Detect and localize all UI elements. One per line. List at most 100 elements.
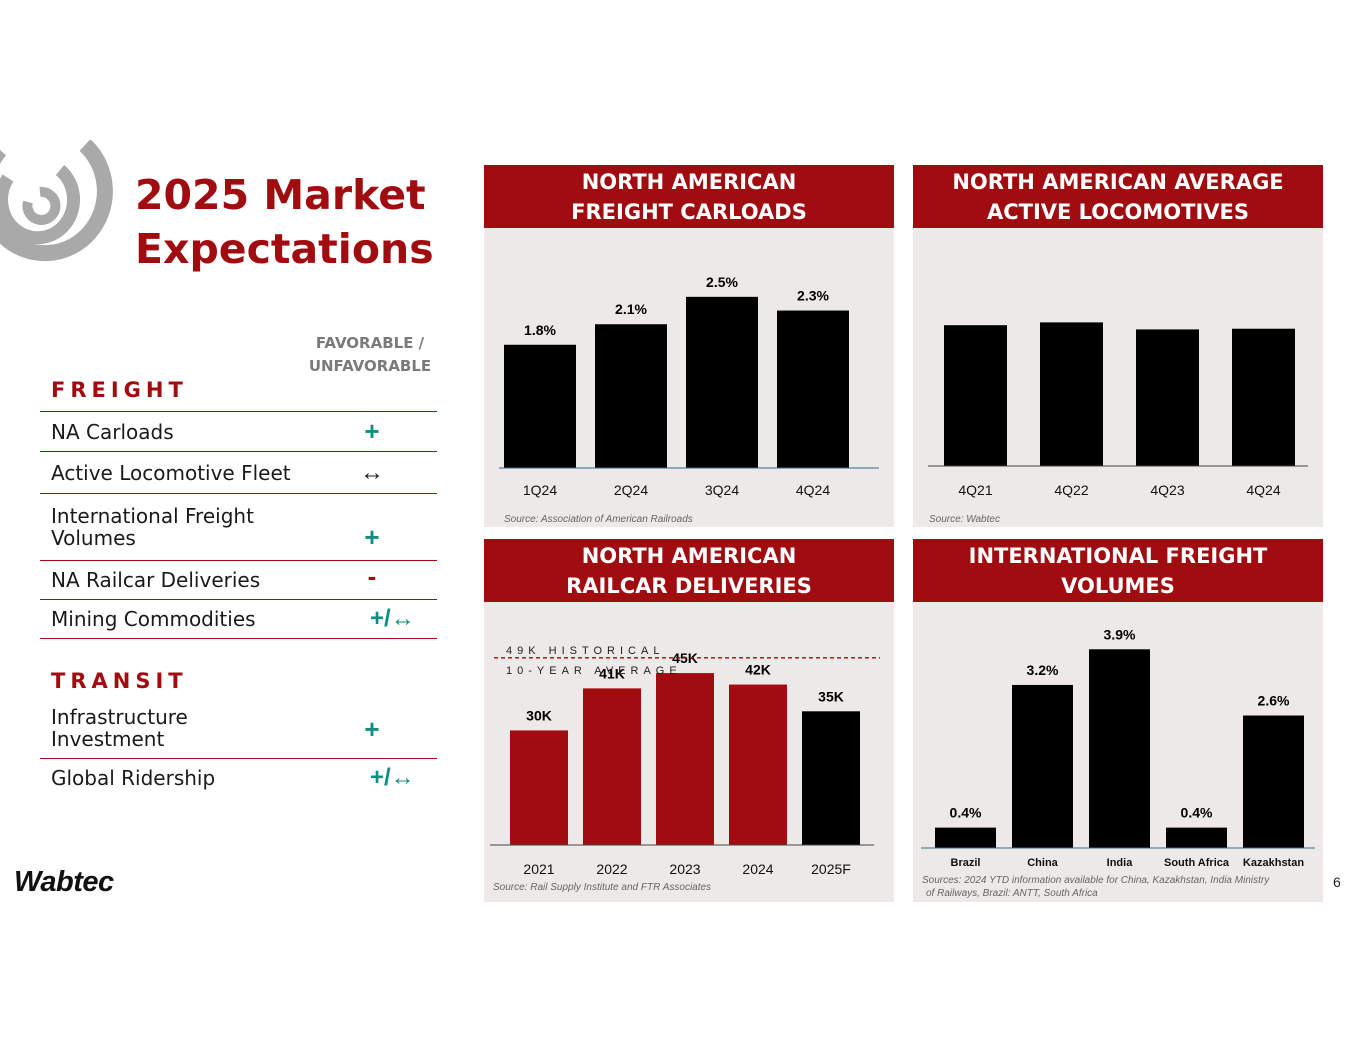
tick-label: 4Q24	[1246, 482, 1280, 498]
row-label: Global Ridership	[51, 765, 216, 790]
international-panel: INTERNATIONAL FREIGHT VOLUMES 0.4% Brazil 3…	[913, 539, 1323, 902]
title-line-2: Expectations	[135, 225, 434, 273]
bar	[729, 684, 787, 845]
data-label: 41K	[599, 665, 625, 681]
page-number: 6	[1333, 874, 1341, 890]
row-indicator: +	[340, 416, 404, 447]
tick-label: South Africa	[1164, 857, 1230, 869]
row-indicator: +	[340, 714, 404, 745]
carloads-source: Source: Association of American Railroad…	[504, 514, 693, 525]
bar	[504, 344, 576, 468]
title-line-1: 2025 Market	[135, 171, 426, 219]
unfavorable-minus: -	[367, 561, 377, 591]
carloads-panel-title: NORTH AMERICAN FREIGHT CARLOADS	[484, 165, 894, 228]
row-label: Infrastructure Investment	[51, 705, 188, 751]
data-label: 1.8%	[524, 322, 556, 338]
railcars-panel: NORTH AMERICAN RAILCAR DELIVERIES 30K 2021…	[484, 539, 894, 902]
international-source: Sources: 2024 YTD information available …	[922, 874, 1269, 900]
international-source-line-1: Sources: 2024 YTD information available …	[922, 875, 1270, 886]
international-title-line-1: INTERNATIONAL FREIGHT	[968, 543, 1268, 568]
locomotives-panel: NORTH AMERICAN AVERAGE ACTIVE LOCOMOTIVES…	[913, 165, 1323, 527]
transit-row: Global Ridership +/↔	[40, 758, 437, 796]
bar	[686, 296, 758, 468]
bar	[1136, 329, 1199, 466]
data-label: 30K	[526, 707, 552, 723]
railcars-source: Source: Rail Supply Institute and FTR As…	[493, 882, 712, 893]
data-label: 35K	[818, 688, 844, 704]
favorable-plus: +	[364, 416, 380, 446]
railcars-panel-title: NORTH AMERICAN RAILCAR DELIVERIES	[484, 539, 894, 602]
data-label: 0.4%	[1181, 805, 1213, 821]
bar	[777, 310, 849, 468]
bar	[944, 325, 1007, 466]
data-label: 2.6%	[1258, 693, 1290, 709]
international-source-line-2: of Railways, Brazil: ANTT, South Africa	[926, 888, 1098, 899]
bar	[1012, 684, 1073, 848]
railcars-title-line-1: NORTH AMERICAN	[581, 543, 797, 568]
wabtec-logo: Wabtec	[14, 866, 114, 898]
freight-row: International Freight Volumes +	[40, 493, 437, 560]
locomotives-title-line-2: ACTIVE LOCOMOTIVES	[986, 199, 1250, 224]
data-label: 2.1%	[615, 301, 647, 317]
fav-header-line-2: UNFAVORABLE	[308, 357, 432, 375]
tick-label: Kazakhstan	[1243, 857, 1304, 869]
locomotives-panel-title: NORTH AMERICAN AVERAGE ACTIVE LOCOMOTIVES	[913, 165, 1323, 228]
bar	[1232, 328, 1295, 466]
railcars-title-line-2: RAILCAR DELIVERIES	[566, 573, 812, 598]
data-label: 42K	[745, 662, 771, 678]
favorable-unfavorable-header: FAVORABLE / UNFAVORABLE	[300, 332, 440, 378]
tick-label: 2021	[523, 861, 554, 877]
tick-label: 2024	[742, 861, 773, 877]
international-chart: 0.4% Brazil 3.2% China 3.9% India 0.4% South Af…	[921, 626, 1315, 869]
data-label: 3.9%	[1104, 626, 1136, 642]
fav-header-line-1: FAVORABLE /	[315, 334, 425, 352]
row-label: NA Railcar Deliveries	[51, 568, 261, 592]
bar	[935, 827, 996, 848]
tick-label: 2025F	[811, 861, 851, 877]
tick-label: 3Q24	[705, 482, 739, 498]
data-label: 2.5%	[706, 274, 738, 290]
tick-label: 4Q22	[1054, 482, 1088, 498]
data-label: 0.4%	[950, 805, 982, 821]
bar	[1089, 649, 1150, 848]
locomotives-chart: 4Q21 4Q22 4Q23 4Q24	[928, 322, 1308, 498]
wabtec-swirl-icon	[0, 140, 113, 262]
freight-row: Mining Commodities +/↔	[40, 599, 437, 638]
carloads-chart: 1.8% 1Q24 2.1% 2Q24 2.5% 3Q24 2.3% 4Q24	[499, 274, 879, 498]
tick-label: 2Q24	[614, 482, 648, 498]
freight-row: NA Railcar Deliveries -	[40, 560, 437, 599]
tick-label: 2022	[596, 861, 627, 877]
bar	[1243, 715, 1304, 848]
tick-label: 1Q24	[523, 482, 557, 498]
transit-section-label: TRANSIT	[51, 669, 188, 693]
row-indicator: +/↔	[370, 763, 415, 791]
bar	[802, 711, 860, 845]
tick-label: 2023	[669, 861, 700, 877]
tick-label: 4Q24	[796, 482, 830, 498]
bar	[595, 324, 667, 468]
international-title-line-2: VOLUMES	[1061, 573, 1175, 598]
freight-row: Active Locomotive Fleet ↔	[40, 451, 437, 493]
reference-label: 10-YEAR AVERAGE	[506, 665, 682, 677]
bar	[583, 688, 641, 845]
favorable-plus: +	[364, 714, 380, 744]
tick-label: China	[1027, 857, 1058, 869]
tick-label: Brazil	[951, 857, 981, 869]
row-label: NA Carloads	[51, 419, 174, 444]
railcars-chart: 30K202141K202245K202342K202435K2025F49K …	[490, 645, 880, 877]
data-label: 2.3%	[797, 288, 829, 304]
divider	[40, 638, 437, 639]
freight-row: NA Carloads +	[40, 411, 437, 451]
international-panel-title: INTERNATIONAL FREIGHT VOLUMES	[913, 539, 1323, 602]
tick-label: India	[1107, 857, 1134, 869]
freight-section-label: FREIGHT	[51, 378, 188, 402]
locomotives-source: Source: Wabtec	[929, 514, 1000, 525]
carloads-title-line-2: FREIGHT CARLOADS	[571, 199, 807, 224]
data-label: 3.2%	[1027, 662, 1059, 678]
transit-row: Infrastructure Investment +	[40, 698, 437, 758]
bar	[510, 730, 568, 845]
carloads-panel: NORTH AMERICAN FREIGHT CARLOADS 1.8% 1Q24 2…	[484, 165, 894, 527]
carloads-title-line-1: NORTH AMERICAN	[581, 169, 797, 194]
locomotives-title-line-1: NORTH AMERICAN AVERAGE	[952, 169, 1284, 194]
row-indicator: ↔	[360, 458, 384, 486]
